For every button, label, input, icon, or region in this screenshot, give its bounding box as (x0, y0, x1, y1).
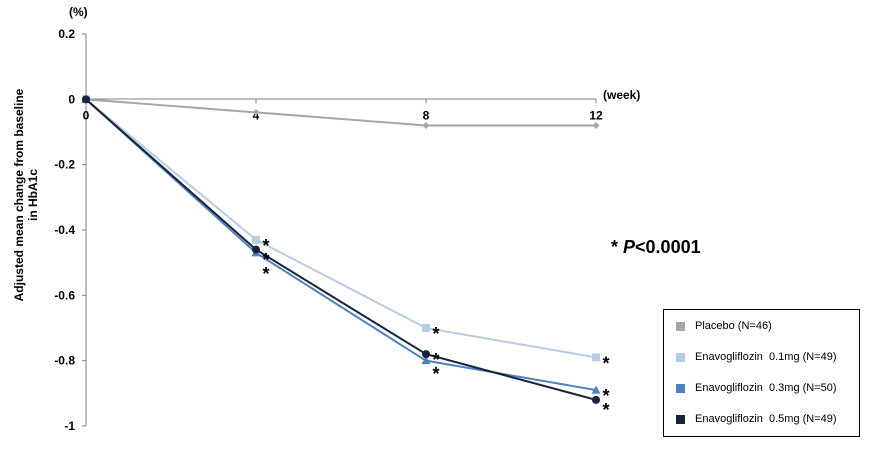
data-point-marker (591, 385, 601, 394)
p-value-italic: P (623, 237, 636, 257)
legend-item: Enavogliflozin 0.5mg (N=49) (676, 411, 837, 427)
series-4 (82, 95, 600, 404)
data-point-marker (592, 353, 600, 362)
legend-item: Placebo (N=46) (676, 318, 772, 334)
data-point-marker (422, 324, 430, 332)
x-tick-label: 12 (589, 108, 603, 122)
significance-star: * (432, 350, 439, 370)
significance-star: * (602, 353, 609, 373)
series-3 (81, 94, 601, 394)
data-point-marker (592, 121, 600, 129)
legend-swatch (676, 414, 685, 424)
legend-label: Enavogliflozin 0.5mg (N=49) (695, 413, 837, 425)
p-value-annotation: * P<0.0001 (611, 237, 701, 257)
y-tick-label: 0.2 (58, 27, 75, 41)
series-1 (82, 95, 600, 129)
data-point-marker (422, 350, 430, 359)
significance-stars: ********* (262, 236, 609, 420)
x-tick-label: 0 (83, 108, 90, 122)
significance-star: * (262, 264, 269, 284)
significance-star: * (262, 236, 269, 256)
y-axis-title-line-1: Adjusted mean change from baseline (12, 88, 26, 301)
y-unit-label: (%) (69, 5, 88, 19)
legend-swatch (676, 352, 685, 362)
y-tick-label: -0.6 (54, 288, 75, 302)
series-2 (82, 95, 600, 362)
legend-label: Placebo (N=46) (695, 320, 772, 332)
significance-star: * (432, 324, 439, 344)
y-axis-title: Adjusted mean change from baseline in Hb… (12, 88, 40, 301)
p-value-number: <0.0001 (635, 237, 701, 257)
y-tick-label: -0.2 (54, 158, 75, 172)
y-tick-label: -0.8 (54, 354, 75, 368)
data-point-marker (252, 108, 260, 116)
legend-item: Enavogliflozin 0.3mg (N=50) (676, 380, 837, 396)
legend-swatch (676, 383, 685, 393)
x-tick-label: 8 (423, 108, 430, 122)
legend-swatch (676, 321, 685, 331)
y-tick-label: 0 (68, 92, 75, 106)
data-point-marker (252, 245, 260, 254)
data-point-marker (82, 95, 90, 104)
p-value-prefix: * (611, 237, 623, 257)
significance-star: * (602, 400, 609, 420)
data-point-marker (421, 356, 431, 365)
series-line (85, 98, 597, 401)
data-point-marker (252, 235, 260, 244)
y-axis-title-line-2: in HbA1c (26, 169, 40, 221)
legend: Placebo (N=46) Enavogliflozin 0.1mg (N=49… (663, 309, 860, 437)
y-tick-label: -1 (64, 419, 75, 433)
legend-label: Enavogliflozin 0.3mg (N=50) (695, 382, 837, 394)
significance-star: * (432, 364, 439, 384)
legend-item: Enavogliflozin 0.1mg (N=49) (676, 349, 837, 365)
x-unit-label: (week) (603, 88, 640, 102)
series-layer (81, 94, 601, 404)
data-point-marker (422, 121, 430, 129)
significance-star: * (262, 250, 269, 270)
y-tick-label: -0.4 (54, 223, 75, 237)
legend-label: Enavogliflozin 0.1mg (N=49) (695, 351, 837, 363)
series-line (85, 98, 597, 359)
significance-star: * (602, 386, 609, 406)
series-line (85, 98, 596, 127)
y-ticks: 0.2 0 -0.2 -0.4 -0.6 -0.8 -1 (54, 27, 86, 433)
data-point-marker (592, 395, 600, 404)
series-line (85, 98, 597, 392)
